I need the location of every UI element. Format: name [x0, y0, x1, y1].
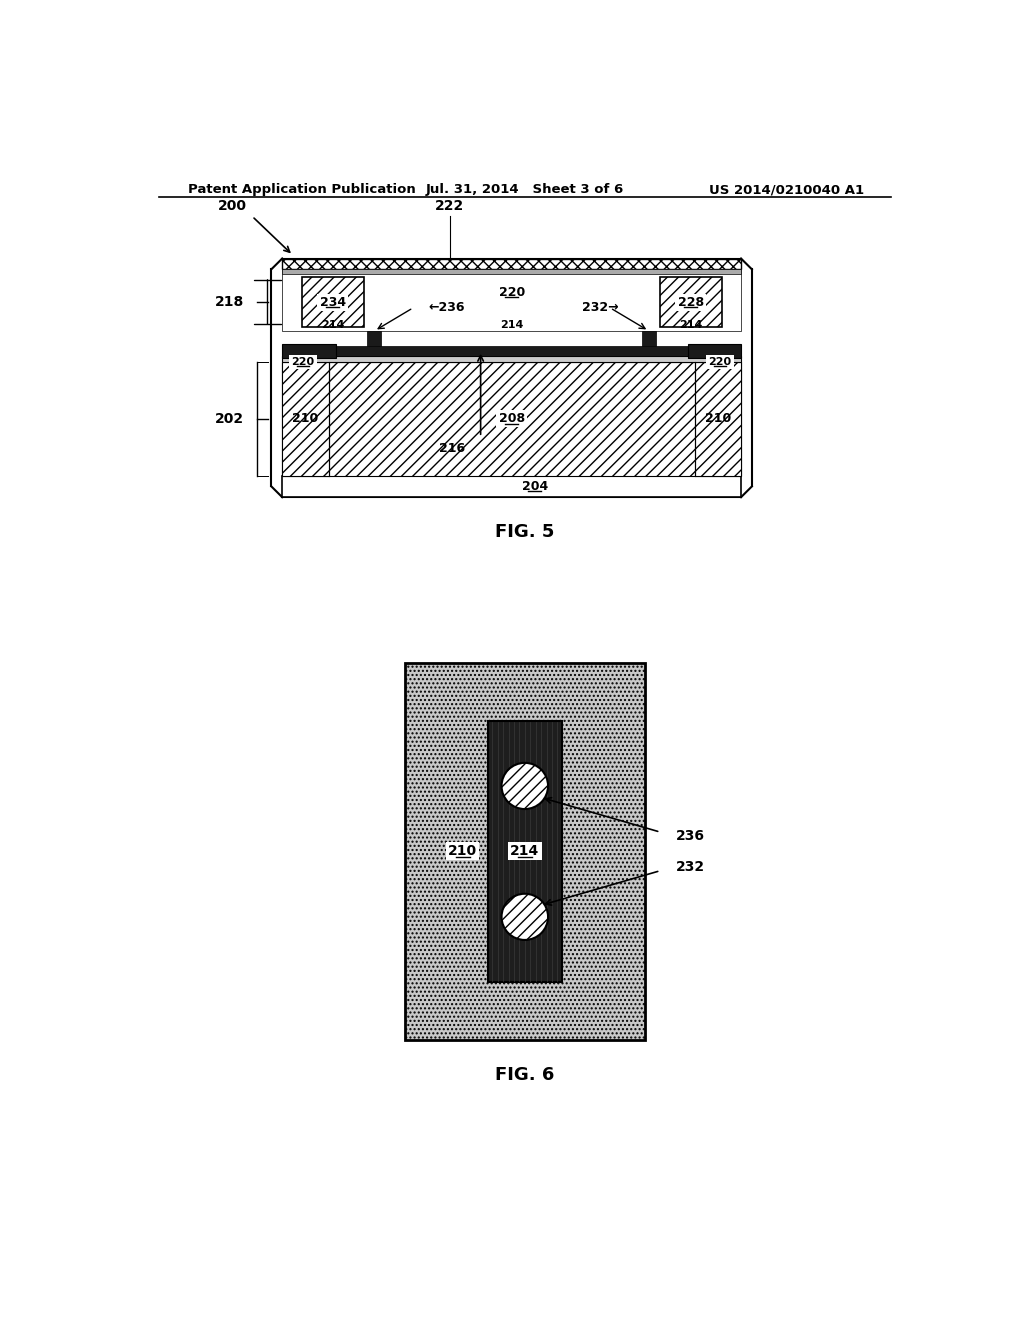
Text: 220: 220	[292, 356, 314, 367]
Text: 222: 222	[435, 199, 464, 213]
Text: 234: 234	[319, 296, 346, 309]
Text: Patent Application Publication: Patent Application Publication	[188, 183, 416, 197]
Text: US 2014/0210040 A1: US 2014/0210040 A1	[710, 183, 864, 197]
Text: 220: 220	[499, 286, 524, 298]
Bar	[488, 721, 562, 982]
Bar	[368, 331, 381, 346]
Text: 202: 202	[215, 412, 245, 425]
Text: 232→: 232→	[582, 301, 618, 314]
Bar	[283, 269, 741, 275]
Text: 210: 210	[705, 412, 731, 425]
Text: 232: 232	[676, 859, 706, 874]
Circle shape	[502, 894, 548, 940]
Bar	[283, 362, 741, 475]
Bar	[642, 331, 655, 346]
Text: FIG. 6: FIG. 6	[496, 1065, 554, 1084]
Bar	[659, 277, 722, 327]
Bar	[283, 355, 741, 362]
Bar	[302, 277, 364, 327]
Bar	[283, 345, 336, 358]
Text: 214: 214	[500, 319, 523, 330]
Text: Jul. 31, 2014   Sheet 3 of 6: Jul. 31, 2014 Sheet 3 of 6	[426, 183, 624, 197]
Text: 210: 210	[292, 412, 318, 425]
Text: 200: 200	[218, 199, 247, 213]
Text: 236: 236	[676, 829, 705, 843]
Text: 214: 214	[679, 319, 702, 330]
Bar	[404, 663, 645, 1040]
Text: 220: 220	[709, 356, 732, 367]
Text: FIG. 5: FIG. 5	[496, 523, 554, 541]
Text: 216: 216	[439, 442, 465, 455]
Bar	[694, 362, 741, 475]
Bar	[687, 345, 741, 358]
Bar	[283, 362, 329, 475]
Text: 228: 228	[678, 296, 703, 309]
Text: 214: 214	[510, 845, 540, 858]
Text: 210: 210	[449, 845, 477, 858]
Bar	[283, 259, 741, 269]
Text: 204: 204	[522, 480, 548, 492]
Bar	[329, 346, 694, 355]
Text: 218: 218	[215, 296, 245, 309]
Circle shape	[502, 763, 548, 809]
Text: 208: 208	[499, 412, 524, 425]
Text: ←236: ←236	[429, 301, 465, 314]
Bar	[283, 475, 741, 498]
Bar	[283, 269, 741, 331]
Text: 214: 214	[321, 319, 344, 330]
